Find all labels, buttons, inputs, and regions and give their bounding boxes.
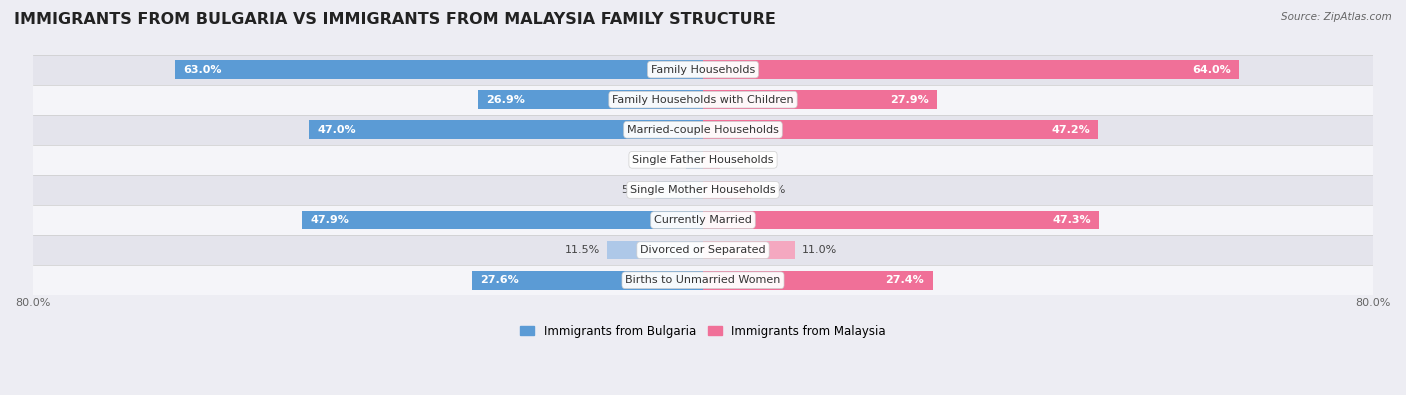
Bar [472,271,703,290]
Text: 47.0%: 47.0% [318,125,356,135]
Text: Single Mother Households: Single Mother Households [630,185,776,195]
Bar [32,205,1374,235]
Bar [703,90,936,109]
Bar [703,271,932,290]
Bar [32,55,1374,85]
Bar [302,211,703,229]
Text: 63.0%: 63.0% [184,64,222,75]
Bar [703,60,1239,79]
Bar [703,241,796,260]
Text: Divorced or Separated: Divorced or Separated [640,245,766,255]
Bar [32,115,1374,145]
Bar [309,120,703,139]
Text: Births to Unmarried Women: Births to Unmarried Women [626,275,780,285]
Bar [32,265,1374,295]
Text: 47.2%: 47.2% [1052,125,1090,135]
Text: IMMIGRANTS FROM BULGARIA VS IMMIGRANTS FROM MALAYSIA FAMILY STRUCTURE: IMMIGRANTS FROM BULGARIA VS IMMIGRANTS F… [14,12,776,27]
Bar [703,181,751,199]
Text: 47.3%: 47.3% [1052,215,1091,225]
Text: 27.4%: 27.4% [886,275,924,285]
Text: 11.0%: 11.0% [801,245,837,255]
Text: Currently Married: Currently Married [654,215,752,225]
Text: 64.0%: 64.0% [1192,64,1230,75]
Bar [478,90,703,109]
Text: 26.9%: 26.9% [486,95,524,105]
Bar [32,235,1374,265]
Bar [606,241,703,260]
Text: 5.7%: 5.7% [758,185,786,195]
Text: 2.0%: 2.0% [651,155,679,165]
Text: Family Households with Children: Family Households with Children [612,95,794,105]
Text: 5.6%: 5.6% [621,185,650,195]
Text: 27.9%: 27.9% [890,95,928,105]
Bar [703,211,1099,229]
Bar [657,181,703,199]
Text: 47.9%: 47.9% [311,215,349,225]
Text: 2.0%: 2.0% [727,155,755,165]
Bar [686,150,703,169]
Bar [176,60,703,79]
Text: 27.6%: 27.6% [479,275,519,285]
Text: Family Households: Family Households [651,64,755,75]
Bar [32,175,1374,205]
Bar [703,120,1098,139]
Text: Married-couple Households: Married-couple Households [627,125,779,135]
Bar [703,150,720,169]
Bar [32,145,1374,175]
Text: 11.5%: 11.5% [565,245,600,255]
Text: Single Father Households: Single Father Households [633,155,773,165]
Bar [32,85,1374,115]
Text: Source: ZipAtlas.com: Source: ZipAtlas.com [1281,12,1392,22]
Legend: Immigrants from Bulgaria, Immigrants from Malaysia: Immigrants from Bulgaria, Immigrants fro… [516,320,890,342]
